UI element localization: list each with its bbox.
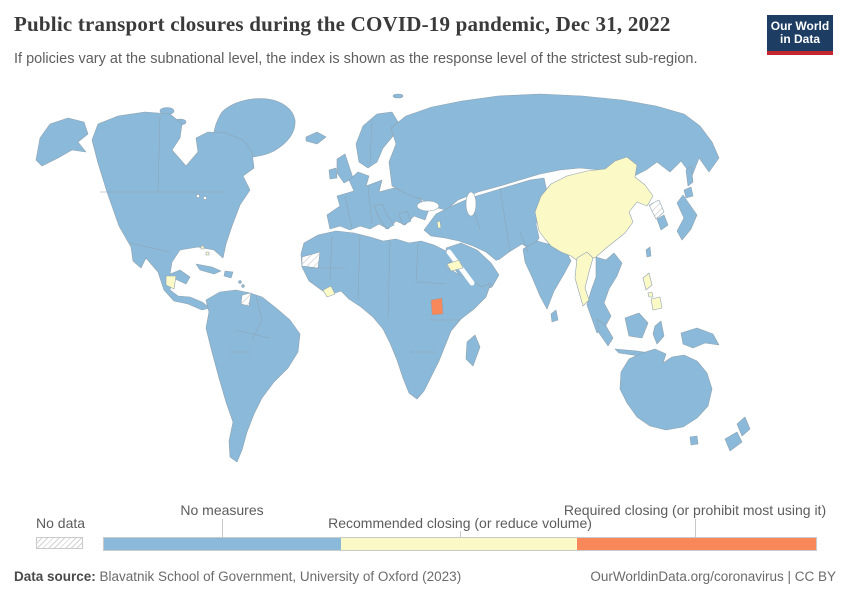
- map-country-hispaniola[interactable]: [223, 270, 234, 279]
- map-country-united-states-alaska[interactable]: [35, 117, 89, 167]
- map-region-caribbean-island[interactable]: [238, 280, 242, 284]
- page-subtitle: If policies vary at the subnational leve…: [14, 51, 698, 67]
- legend-no-data-label: No data: [36, 515, 86, 531]
- map-country-australia-tasmania[interactable]: [689, 435, 699, 446]
- map-country-ireland[interactable]: [328, 167, 338, 180]
- country-border-lines: [100, 115, 529, 353]
- legend-segment-recommended[interactable]: [341, 538, 577, 550]
- map-country-philippines-visayas[interactable]: [647, 291, 654, 298]
- data-source-note: Data source: Blavatnik School of Governm…: [14, 569, 461, 584]
- great-lakes: [196, 194, 200, 198]
- map-country-liberia[interactable]: [322, 285, 336, 298]
- data-source-label: Data source:: [14, 569, 96, 584]
- map-country-japan[interactable]: [676, 194, 698, 241]
- map-region-borneo[interactable]: [624, 312, 649, 339]
- map-country-new-zealand-north[interactable]: [736, 416, 751, 437]
- map-region-russia-north-asia[interactable]: [388, 93, 720, 211]
- map-country-myanmar[interactable]: [574, 251, 594, 307]
- map-country-italy[interactable]: [373, 203, 395, 230]
- legend-segment-no-measures[interactable]: [104, 538, 341, 550]
- legend-tick-no-measures: [222, 519, 223, 537]
- map-region-south-america[interactable]: [205, 289, 301, 463]
- owid-logo-line2: in Data: [779, 32, 820, 46]
- owid-logo[interactable]: Our World in Data: [767, 15, 833, 55]
- map-country-western-sahara[interactable]: [301, 251, 321, 269]
- map-country-bahamas[interactable]: [205, 251, 210, 256]
- map-country-china[interactable]: [534, 156, 654, 263]
- legend-label-no-measures: No measures: [180, 502, 264, 518]
- map-region-central-asia-middle-east[interactable]: [423, 177, 548, 262]
- map-country-guatemala[interactable]: [165, 275, 177, 290]
- great-lakes: [203, 196, 207, 200]
- legend-tick-recommended: [460, 531, 461, 537]
- page-title: Public transport closures during the COV…: [14, 12, 671, 36]
- map-country-lebanon[interactable]: [436, 220, 442, 229]
- map-country-north-korea[interactable]: [648, 199, 665, 220]
- map-country-eritrea[interactable]: [446, 259, 464, 272]
- map-country-philippines-mindanao[interactable]: [650, 296, 663, 311]
- map-region-sakhalin[interactable]: [685, 165, 694, 187]
- map-country-japan-hokkaido[interactable]: [683, 186, 694, 199]
- data-source-text: Blavatnik School of Government, Universi…: [95, 569, 462, 584]
- map-country-suriname[interactable]: [240, 292, 252, 307]
- map-region-new-guinea[interactable]: [680, 327, 720, 349]
- legend-label-required: Required closing (or prohibit most using…: [563, 502, 827, 518]
- persian-gulf: [496, 260, 510, 272]
- map-region-caribbean-island[interactable]: [241, 284, 245, 288]
- map-country-iceland[interactable]: [305, 131, 327, 145]
- legend-color-bar: [103, 537, 817, 551]
- map-country-taiwan[interactable]: [645, 246, 652, 258]
- black-sea: [416, 200, 440, 212]
- caspian-sea: [465, 191, 477, 217]
- legend-segment-required[interactable]: [577, 538, 816, 550]
- map-region-north-america[interactable]: [91, 111, 255, 311]
- map-region-scandinavia[interactable]: [355, 111, 399, 169]
- owid-logo-line1: Our World: [770, 18, 830, 33]
- legend-tick-required: [695, 519, 696, 537]
- map-region-africa[interactable]: [300, 230, 492, 400]
- map-country-cuba[interactable]: [195, 263, 222, 275]
- map-country-philippines-luzon[interactable]: [642, 272, 653, 291]
- map-region-sumatra[interactable]: [596, 318, 614, 347]
- map-country-sri-lanka[interactable]: [550, 309, 559, 323]
- legend-label-recommended: Recommended closing (or reduce volume): [328, 515, 592, 531]
- map-region-sulawesi[interactable]: [652, 320, 665, 345]
- map-country-south-korea[interactable]: [656, 214, 669, 231]
- map-country-new-zealand-south[interactable]: [724, 431, 743, 452]
- map-country-australia[interactable]: [619, 348, 713, 431]
- map-region-southeast-asia[interactable]: [586, 252, 623, 334]
- map-country-uganda[interactable]: [430, 297, 444, 316]
- map-country-greece[interactable]: [398, 210, 412, 226]
- map-country-madagascar[interactable]: [465, 334, 481, 367]
- map-country-bahamas[interactable]: [200, 245, 205, 250]
- credit-link[interactable]: OurWorldinData.org/coronavirus | CC BY: [590, 569, 836, 584]
- legend-no-data-swatch[interactable]: [36, 537, 83, 549]
- map-region-svalbard[interactable]: [392, 93, 404, 99]
